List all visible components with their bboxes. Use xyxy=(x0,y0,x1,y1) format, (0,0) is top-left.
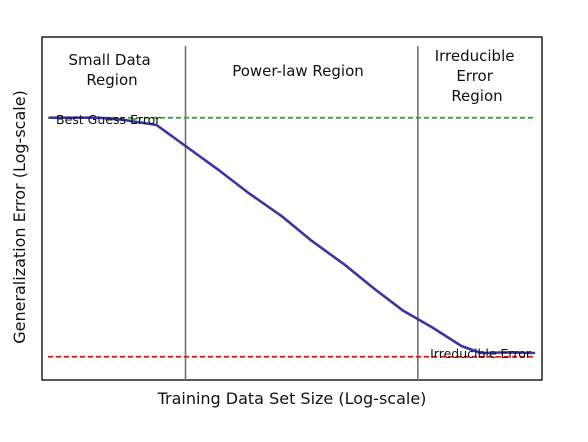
region-label-power-law: Power-law Region xyxy=(232,62,364,80)
best-guess-error-label: Best Guess Error xyxy=(56,112,161,127)
x-axis-label: Training Data Set Size (Log-scale) xyxy=(157,389,427,408)
region-label-irreducible-error: Irreducible Error Region xyxy=(435,47,520,105)
plot-area-frame xyxy=(41,36,543,381)
irreducible-error-label: Irreducible Error xyxy=(430,346,532,361)
error-curve xyxy=(48,116,536,355)
region-label-small-data: Small Data Region xyxy=(68,51,155,89)
y-axis-label: Generalization Error (Log-scale) xyxy=(10,90,29,344)
